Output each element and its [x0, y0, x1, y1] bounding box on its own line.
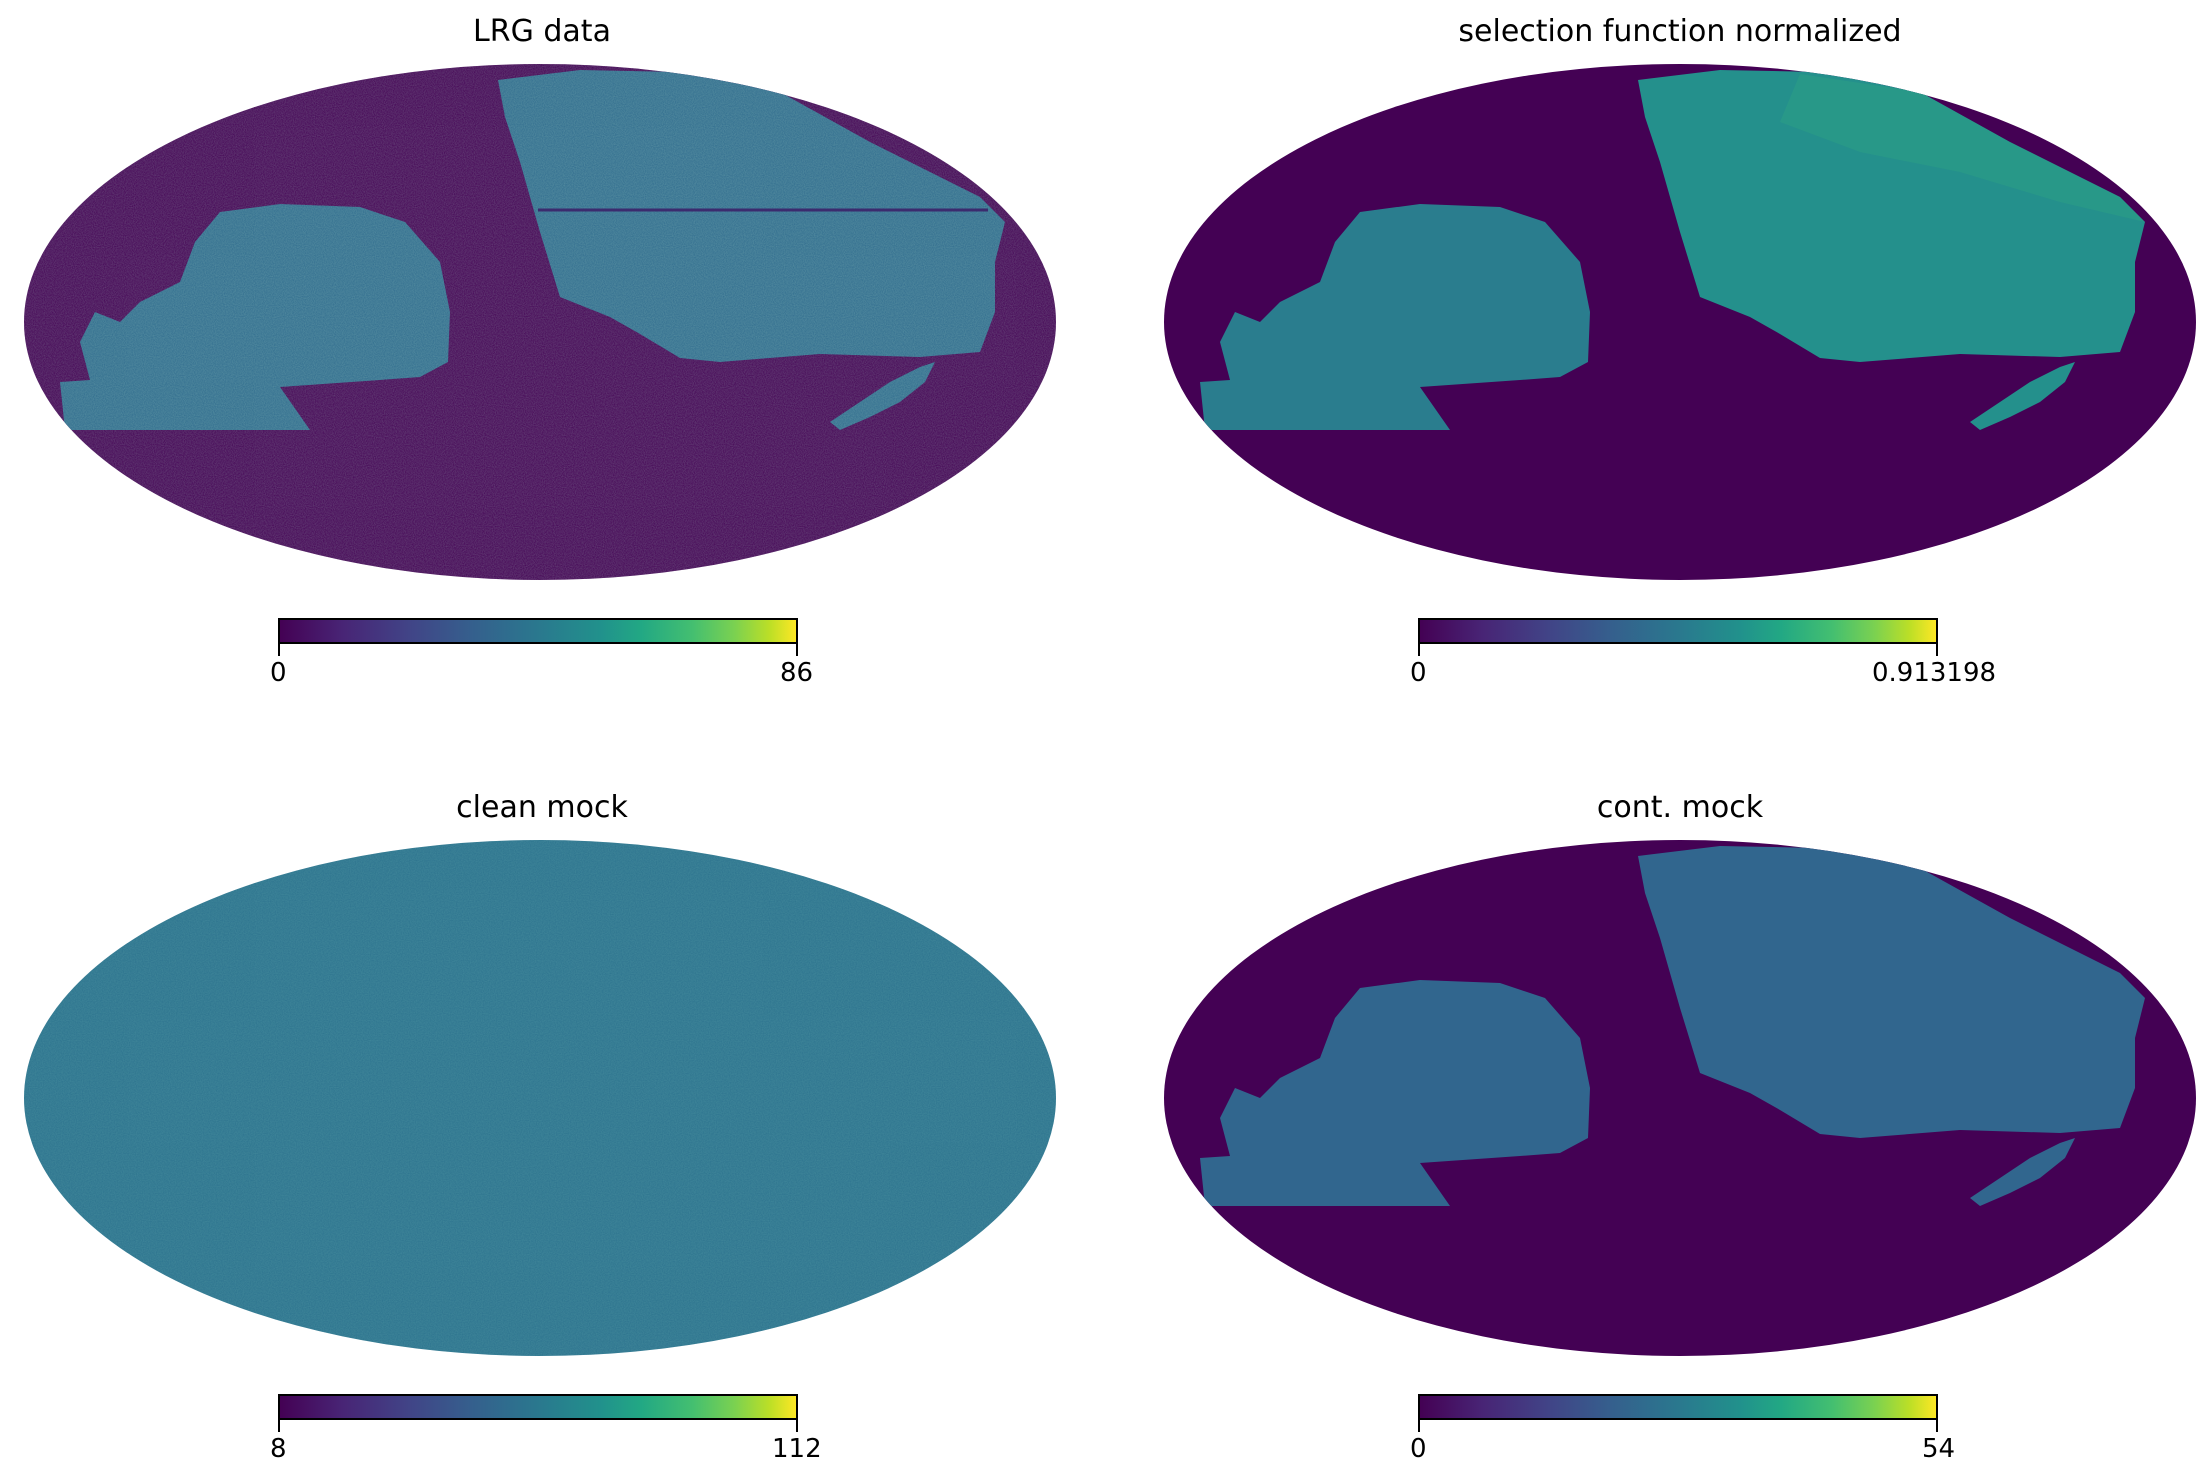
footprint-sgc: [1200, 204, 1590, 430]
colorbar-min-label: 0: [270, 658, 287, 688]
colorbar-min-label: 0: [1410, 1434, 1427, 1464]
footprint-islands: [1970, 362, 2075, 430]
footprint-sgc: [1200, 980, 1590, 1206]
panel-title: selection function normalized: [1458, 14, 1902, 49]
mollweide-map: [24, 840, 1056, 1356]
colorbar: [278, 618, 798, 644]
footprint-islands: [1970, 1138, 2075, 1206]
colorbar: [278, 1394, 798, 1420]
colorbar-max-label: 0.913198: [1872, 658, 1997, 688]
selection-gradient: [1780, 74, 2145, 222]
colorbar: [1418, 1394, 1938, 1420]
colorbar-min-label: 8: [270, 1434, 287, 1464]
colorbar-max-label: 86: [780, 658, 814, 688]
colorbar-max-label: 54: [1922, 1434, 1956, 1464]
mollweide-map: [1164, 64, 2196, 580]
colorbar-min-label: 0: [1410, 658, 1427, 688]
panel-title: cont. mock: [1596, 790, 1764, 825]
colorbar: [1418, 618, 1938, 644]
footprint-ngc: [1638, 70, 2145, 362]
mollweide-map: [1164, 840, 2196, 1356]
panel-title: clean mock: [456, 790, 628, 825]
mollweide-map: [24, 64, 1056, 580]
colorbar-max-label: 112: [772, 1434, 822, 1464]
panel-title: LRG data: [473, 14, 611, 49]
footprint-ngc: [1638, 846, 2145, 1138]
